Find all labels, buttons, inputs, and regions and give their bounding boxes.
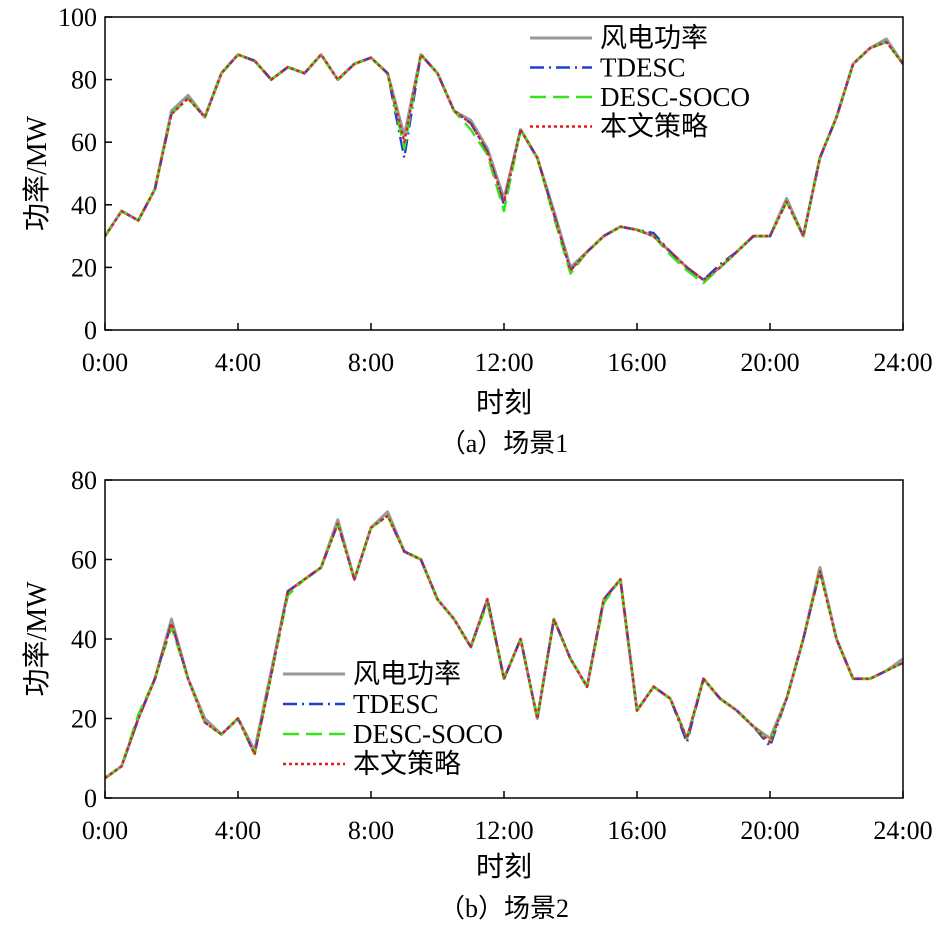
x-tick-label: 0:00 — [82, 816, 128, 845]
x-tick-label: 20:00 — [740, 348, 799, 377]
legend-label-2: DESC-SOCO — [353, 719, 503, 749]
series-group — [105, 37, 903, 285]
series-line-0 — [105, 510, 903, 780]
y-tick-label: 80 — [71, 66, 97, 95]
legend-label-3: 本文策略 — [353, 749, 461, 779]
y-tick-label: 40 — [71, 191, 97, 220]
x-axis-label: 时刻 — [476, 387, 532, 419]
series-line-2 — [105, 40, 903, 285]
x-tick-label: 20:00 — [740, 816, 799, 845]
legend-label-2: DESC-SOCO — [600, 82, 750, 112]
chart-panel-b: 0 20 40 60 80 0:00 4:00 8:00 12:00 16:00 20:00 24:0… — [21, 466, 933, 923]
plot-frame — [104, 479, 904, 799]
y-axis-label: 功率/MW — [21, 115, 53, 231]
y-tick-label: 0 — [84, 784, 97, 813]
x-tick-label: 0:00 — [82, 348, 128, 377]
legend-label-0: 风电功率 — [600, 23, 708, 53]
x-tick-label: 8:00 — [348, 348, 394, 377]
x-axis-label: 时刻 — [476, 851, 532, 883]
x-tick-label: 12:00 — [474, 816, 533, 845]
legend-label-1: TDESC — [600, 53, 686, 83]
x-tick-label: 12:00 — [474, 348, 533, 377]
y-tick-label: 60 — [71, 128, 97, 157]
series-line-1 — [105, 40, 903, 282]
y-tick-label: 80 — [71, 466, 97, 495]
series-line-0 — [105, 37, 903, 282]
y-tick-label: 0 — [84, 316, 97, 345]
y-axis-label: 功率/MW — [21, 581, 53, 697]
y-tick-label: 100 — [58, 3, 97, 32]
series-line-3 — [105, 40, 903, 282]
chart-caption: （a）场景1 — [440, 429, 569, 458]
x-tick-label: 24:00 — [873, 816, 932, 845]
x-tick-label: 24:00 — [873, 348, 932, 377]
x-tick-label: 4:00 — [215, 348, 261, 377]
y-tick-label: 20 — [71, 705, 97, 734]
y-tick-label: 20 — [71, 253, 97, 282]
chart-caption: （b）场景2 — [439, 894, 569, 923]
legend-label-3: 本文策略 — [600, 112, 708, 142]
x-tick-label: 16:00 — [607, 816, 666, 845]
x-tick-label: 16:00 — [607, 348, 666, 377]
series-line-3 — [105, 514, 903, 780]
series-line-2 — [105, 514, 903, 780]
series-group — [105, 510, 903, 780]
legend-label-0: 风电功率 — [353, 659, 461, 689]
chart-panel-a: 0 20 40 60 80 100 0:00 4:00 8:00 12:00 16:00 20:00 2… — [21, 3, 933, 458]
y-tick-label: 60 — [71, 546, 97, 575]
x-tick-label: 8:00 — [348, 816, 394, 845]
plot-frame — [104, 16, 904, 331]
y-tick-label: 40 — [71, 625, 97, 654]
x-tick-label: 4:00 — [215, 816, 261, 845]
legend-label-1: TDESC — [353, 689, 439, 719]
series-line-1 — [105, 514, 903, 780]
